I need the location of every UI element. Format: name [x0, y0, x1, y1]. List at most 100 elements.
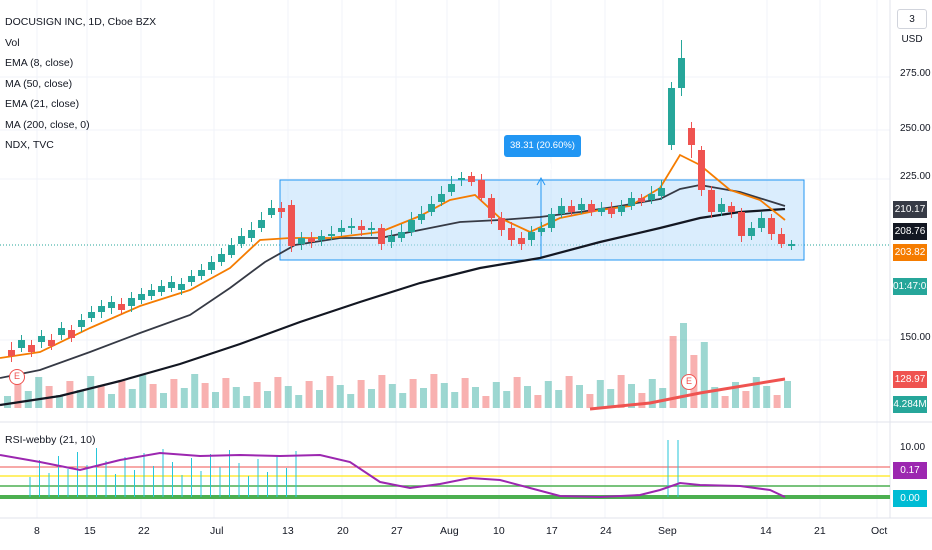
volume-bar — [212, 392, 219, 408]
candle-body — [308, 238, 315, 242]
volume-bar — [160, 393, 167, 408]
candle-body — [18, 340, 25, 348]
price-tag-ema21: 208.76 — [893, 223, 927, 240]
volume-bar — [87, 376, 95, 408]
volume-bar — [14, 382, 22, 408]
date-label: 27 — [391, 525, 403, 537]
date-label: Oct — [871, 525, 888, 537]
volume-bar — [784, 381, 791, 408]
candle-body — [618, 206, 625, 212]
volume-bar — [347, 394, 355, 408]
candle-body — [428, 204, 435, 212]
date-label: 21 — [814, 525, 826, 537]
candle-body — [398, 232, 405, 238]
legend-symbol[interactable]: DOCUSIGN INC, 1D, Cboe BZX — [5, 16, 157, 28]
candle-body — [378, 228, 385, 244]
volume-bar — [118, 380, 126, 408]
volume-bar — [659, 388, 667, 408]
candle-body — [368, 228, 375, 230]
volume-bar — [4, 396, 11, 408]
volume-bar — [201, 383, 209, 408]
candle-body — [758, 218, 765, 228]
candle-body — [778, 234, 785, 244]
date-label: Jul — [210, 525, 224, 537]
candle-body — [548, 214, 555, 228]
candle-body — [638, 198, 645, 202]
volume-bar — [763, 386, 771, 408]
volume-bar — [336, 385, 344, 408]
candle-body — [88, 312, 95, 318]
candle-body — [738, 212, 745, 236]
earnings-marker-left[interactable]: E — [9, 369, 25, 385]
volume-bar — [316, 390, 323, 408]
volume-bar — [648, 379, 656, 408]
candle-body — [468, 176, 475, 182]
volume-bar — [565, 376, 573, 408]
price-range-box — [279, 179, 805, 261]
date-label: Sep — [658, 525, 677, 537]
candle-body — [48, 340, 55, 346]
date-label: 22 — [138, 525, 150, 537]
candle-body — [118, 304, 125, 310]
volume-bar — [555, 390, 563, 408]
measure-arrow-head — [536, 176, 546, 186]
volume-bar — [149, 384, 157, 408]
volume-bar — [56, 395, 63, 408]
volume-bar — [680, 323, 687, 408]
volume-bar — [180, 388, 188, 408]
candle-body — [8, 350, 15, 356]
candle-body — [698, 150, 705, 190]
candle-body — [628, 198, 635, 206]
legend-item-ema8[interactable]: EMA (8, close) — [5, 57, 74, 69]
volume-bar — [732, 382, 739, 408]
legend-item-vol[interactable]: Vol — [5, 36, 20, 49]
volume-bar — [24, 391, 32, 408]
candle-body — [348, 226, 355, 228]
candle-body — [728, 206, 735, 212]
candle-body — [298, 238, 305, 244]
volume-bar — [264, 391, 271, 408]
legend-item-ma200[interactable]: MA (200, close, 0) — [5, 118, 90, 131]
candle-body — [248, 230, 255, 238]
date-label: 14 — [760, 525, 772, 537]
volume-bar — [170, 379, 178, 408]
candle-body — [678, 58, 685, 88]
candle-body — [418, 214, 425, 220]
volume-bar — [326, 376, 334, 408]
date-label: 10 — [493, 525, 505, 537]
candle-body — [528, 232, 535, 240]
price-axis-label: 225.00 — [900, 171, 931, 182]
candle-body — [648, 194, 655, 200]
candle-body — [198, 270, 205, 276]
volume-bar — [357, 380, 365, 408]
candle-body — [668, 88, 675, 145]
candle-body — [78, 320, 85, 327]
legend-item-ma50[interactable]: MA (50, close) — [5, 77, 73, 90]
volume-bar — [191, 374, 199, 408]
volume-bar — [669, 336, 677, 408]
candle-body — [478, 180, 485, 198]
earnings-marker-right[interactable]: E — [681, 374, 697, 390]
candle-body — [718, 204, 725, 212]
volume-bar — [638, 393, 646, 408]
price-tag-volume: 4.284M — [893, 396, 927, 413]
candle-body — [498, 218, 505, 230]
currency-button[interactable]: 3 USD — [897, 9, 927, 45]
price-axis-label: 250.00 — [900, 123, 931, 134]
price-axis-label: 150.00 — [900, 332, 931, 343]
volume-bar — [628, 384, 635, 408]
volume-bar — [409, 379, 417, 408]
candle-body — [208, 262, 215, 270]
volume-bar — [128, 389, 136, 408]
candle-body — [578, 204, 585, 210]
legend-item-ema21[interactable]: EMA (21, close) — [5, 98, 80, 110]
volume-bar — [534, 395, 542, 408]
volume-bar — [513, 377, 521, 408]
rsi-legend[interactable]: RSI-webby (21, 10) — [5, 434, 96, 446]
measure-label: 38.31 (20.60%) 3831 — [504, 135, 581, 173]
price-tag-rsi: 0.17 — [893, 462, 927, 479]
date-label: 20 — [337, 525, 349, 537]
legend-item-ndx[interactable]: NDX, TVC — [5, 139, 54, 151]
